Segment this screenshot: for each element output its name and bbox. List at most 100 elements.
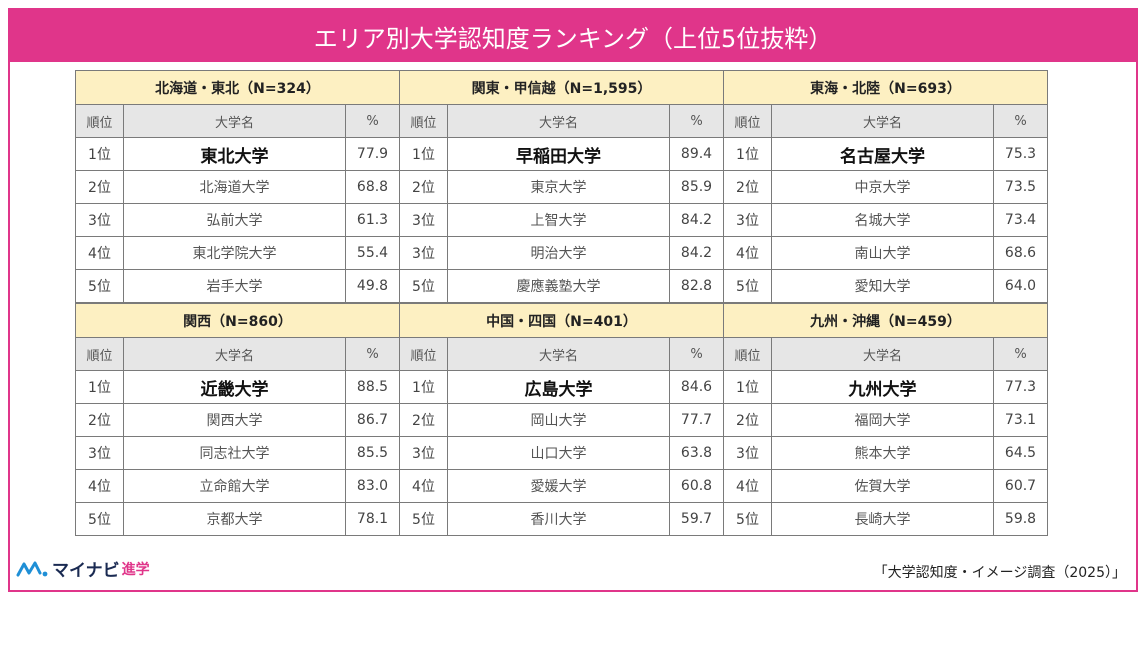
table-row: 2位 中京大学 73.5: [723, 170, 1049, 204]
rank-cell: 2位: [399, 170, 448, 204]
region-table-5: 九州・沖縄（N=459） 順位 大学名% 1位 九州大学 77.3 2位 福岡大学 73.1 3位…: [722, 303, 1049, 536]
university-name-cell: 近畿大学: [123, 370, 346, 404]
university-name-cell: 岡山大学: [447, 403, 670, 437]
page-title: エリア別大学認知度ランキング（上位5位抜粋）: [313, 24, 833, 53]
table-row: 3位 上智大学 84.2: [399, 203, 725, 237]
rank-column-header: 順位: [399, 337, 448, 371]
rank-cell: 5位: [723, 269, 772, 303]
rank-cell: 4位: [723, 469, 772, 503]
rank-column-header: 順位: [723, 104, 772, 138]
table-row: 2位 岡山大学 77.7: [399, 403, 725, 437]
university-name-cell: 東北学院大学: [123, 236, 346, 270]
rank-cell: 3位: [75, 436, 124, 470]
rank-cell: 1位: [75, 137, 124, 171]
table-row: 3位 山口大学 63.8: [399, 436, 725, 470]
rank-cell: 5位: [75, 269, 124, 303]
region-header: 北海道・東北（N=324）: [74, 70, 401, 105]
percentage-cell: 73.4: [992, 203, 1049, 237]
percentage-cell: 85.5: [344, 436, 401, 470]
university-name-cell: 山口大学: [447, 436, 670, 470]
university-name-cell: 名古屋大学: [771, 137, 994, 171]
percentage-cell: 73.1: [992, 403, 1049, 437]
percentage-cell: 82.8: [668, 269, 725, 303]
table-row: 4位 愛媛大学 60.8: [399, 469, 725, 503]
table-row: 3位 名城大学 73.4: [723, 203, 1049, 237]
university-name-cell: 広島大学: [447, 370, 670, 404]
region-row-block: 関西（N=860） 順位 大学名% 1位 近畿大学 88.5 2位 関西大学 86.7 3位 同志社…: [74, 303, 1049, 536]
table-row: 1位 九州大学 77.3: [723, 370, 1049, 404]
rank-cell: 5位: [723, 502, 772, 536]
region-table-4: 中国・四国（N=401） 順位 大学名% 1位 広島大学 84.6 2位 岡山大学 77.7 3位…: [398, 303, 725, 536]
table-row: 3位 熊本大学 64.5: [723, 436, 1049, 470]
region-header: 中国・四国（N=401）: [398, 303, 725, 338]
percentage-cell: 86.7: [344, 403, 401, 437]
pct-column-header: %: [344, 337, 401, 371]
percentage-cell: 84.6: [668, 370, 725, 404]
table-row: 5位 京都大学 78.1: [75, 502, 401, 536]
table-row: 3位 同志社大学 85.5: [75, 436, 401, 470]
table-row: 5位 長崎大学 59.8: [723, 502, 1049, 536]
logo-name: マイナビ: [52, 561, 120, 581]
rank-cell: 4位: [75, 236, 124, 270]
table-row: 1位 近畿大学 88.5: [75, 370, 401, 404]
table-row: 4位 南山大学 68.6: [723, 236, 1049, 270]
region-header: 九州・沖縄（N=459）: [722, 303, 1049, 338]
source-citation: 「大学認知度・イメージ調査（2025）」: [873, 565, 1126, 581]
rank-cell: 1位: [723, 137, 772, 171]
percentage-cell: 78.1: [344, 502, 401, 536]
region-table-2: 東海・北陸（N=693） 順位 大学名% 1位 名古屋大学 75.3 2位 中京大学 73.5 3…: [722, 70, 1049, 303]
table-row: 1位 早稲田大学 89.4: [399, 137, 725, 171]
percentage-cell: 49.8: [344, 269, 401, 303]
rank-cell: 2位: [723, 170, 772, 204]
university-name-cell: 南山大学: [771, 236, 994, 270]
university-name-cell: 弘前大学: [123, 203, 346, 237]
rank-column-header: 順位: [75, 104, 124, 138]
percentage-cell: 77.3: [992, 370, 1049, 404]
pct-column-header: %: [668, 104, 725, 138]
percentage-cell: 60.7: [992, 469, 1049, 503]
pct-column-header: %: [992, 337, 1049, 371]
rank-cell: 1位: [723, 370, 772, 404]
university-name-cell: 東北大学: [123, 137, 346, 171]
table-row: 1位 名古屋大学 75.3: [723, 137, 1049, 171]
university-name-cell: 名城大学: [771, 203, 994, 237]
percentage-cell: 77.9: [344, 137, 401, 171]
region-header: 関西（N=860）: [74, 303, 401, 338]
university-name-cell: 中京大学: [771, 170, 994, 204]
university-name-cell: 長崎大学: [771, 502, 994, 536]
region-header: 関東・甲信越（N=1,595）: [398, 70, 725, 105]
region-header: 東海・北陸（N=693）: [722, 70, 1049, 105]
rank-cell: 4位: [723, 236, 772, 270]
name-column-header: 大学名: [771, 337, 994, 371]
rank-cell: 1位: [75, 370, 124, 404]
rank-column-header: 順位: [399, 104, 448, 138]
university-name-cell: 明治大学: [447, 236, 670, 270]
rank-column-header: 順位: [75, 337, 124, 371]
university-name-cell: 福岡大学: [771, 403, 994, 437]
table-row: 2位 東京大学 85.9: [399, 170, 725, 204]
university-name-cell: 東京大学: [447, 170, 670, 204]
table-row: 1位 広島大学 84.6: [399, 370, 725, 404]
percentage-cell: 64.5: [992, 436, 1049, 470]
university-name-cell: 熊本大学: [771, 436, 994, 470]
rank-cell: 4位: [399, 469, 448, 503]
name-column-header: 大学名: [447, 337, 670, 371]
percentage-cell: 64.0: [992, 269, 1049, 303]
table-row: 5位 愛知大学 64.0: [723, 269, 1049, 303]
university-name-cell: 愛媛大学: [447, 469, 670, 503]
percentage-cell: 84.2: [668, 236, 725, 270]
university-name-cell: 佐賀大学: [771, 469, 994, 503]
region-table-3: 関西（N=860） 順位 大学名% 1位 近畿大学 88.5 2位 関西大学 86.7 3位 同志社…: [74, 303, 401, 536]
university-name-cell: 愛知大学: [771, 269, 994, 303]
name-column-header: 大学名: [123, 104, 346, 138]
pct-column-header: %: [992, 104, 1049, 138]
table-row: 4位 東北学院大学 55.4: [75, 236, 401, 270]
table-row: 2位 福岡大学 73.1: [723, 403, 1049, 437]
university-name-cell: 関西大学: [123, 403, 346, 437]
percentage-cell: 68.8: [344, 170, 401, 204]
table-row: 2位 関西大学 86.7: [75, 403, 401, 437]
percentage-cell: 55.4: [344, 236, 401, 270]
rank-cell: 2位: [399, 403, 448, 437]
pct-column-header: %: [668, 337, 725, 371]
region-table-0: 北海道・東北（N=324） 順位 大学名% 1位 東北大学 77.9 2位 北海道大学 68.8…: [74, 70, 401, 303]
